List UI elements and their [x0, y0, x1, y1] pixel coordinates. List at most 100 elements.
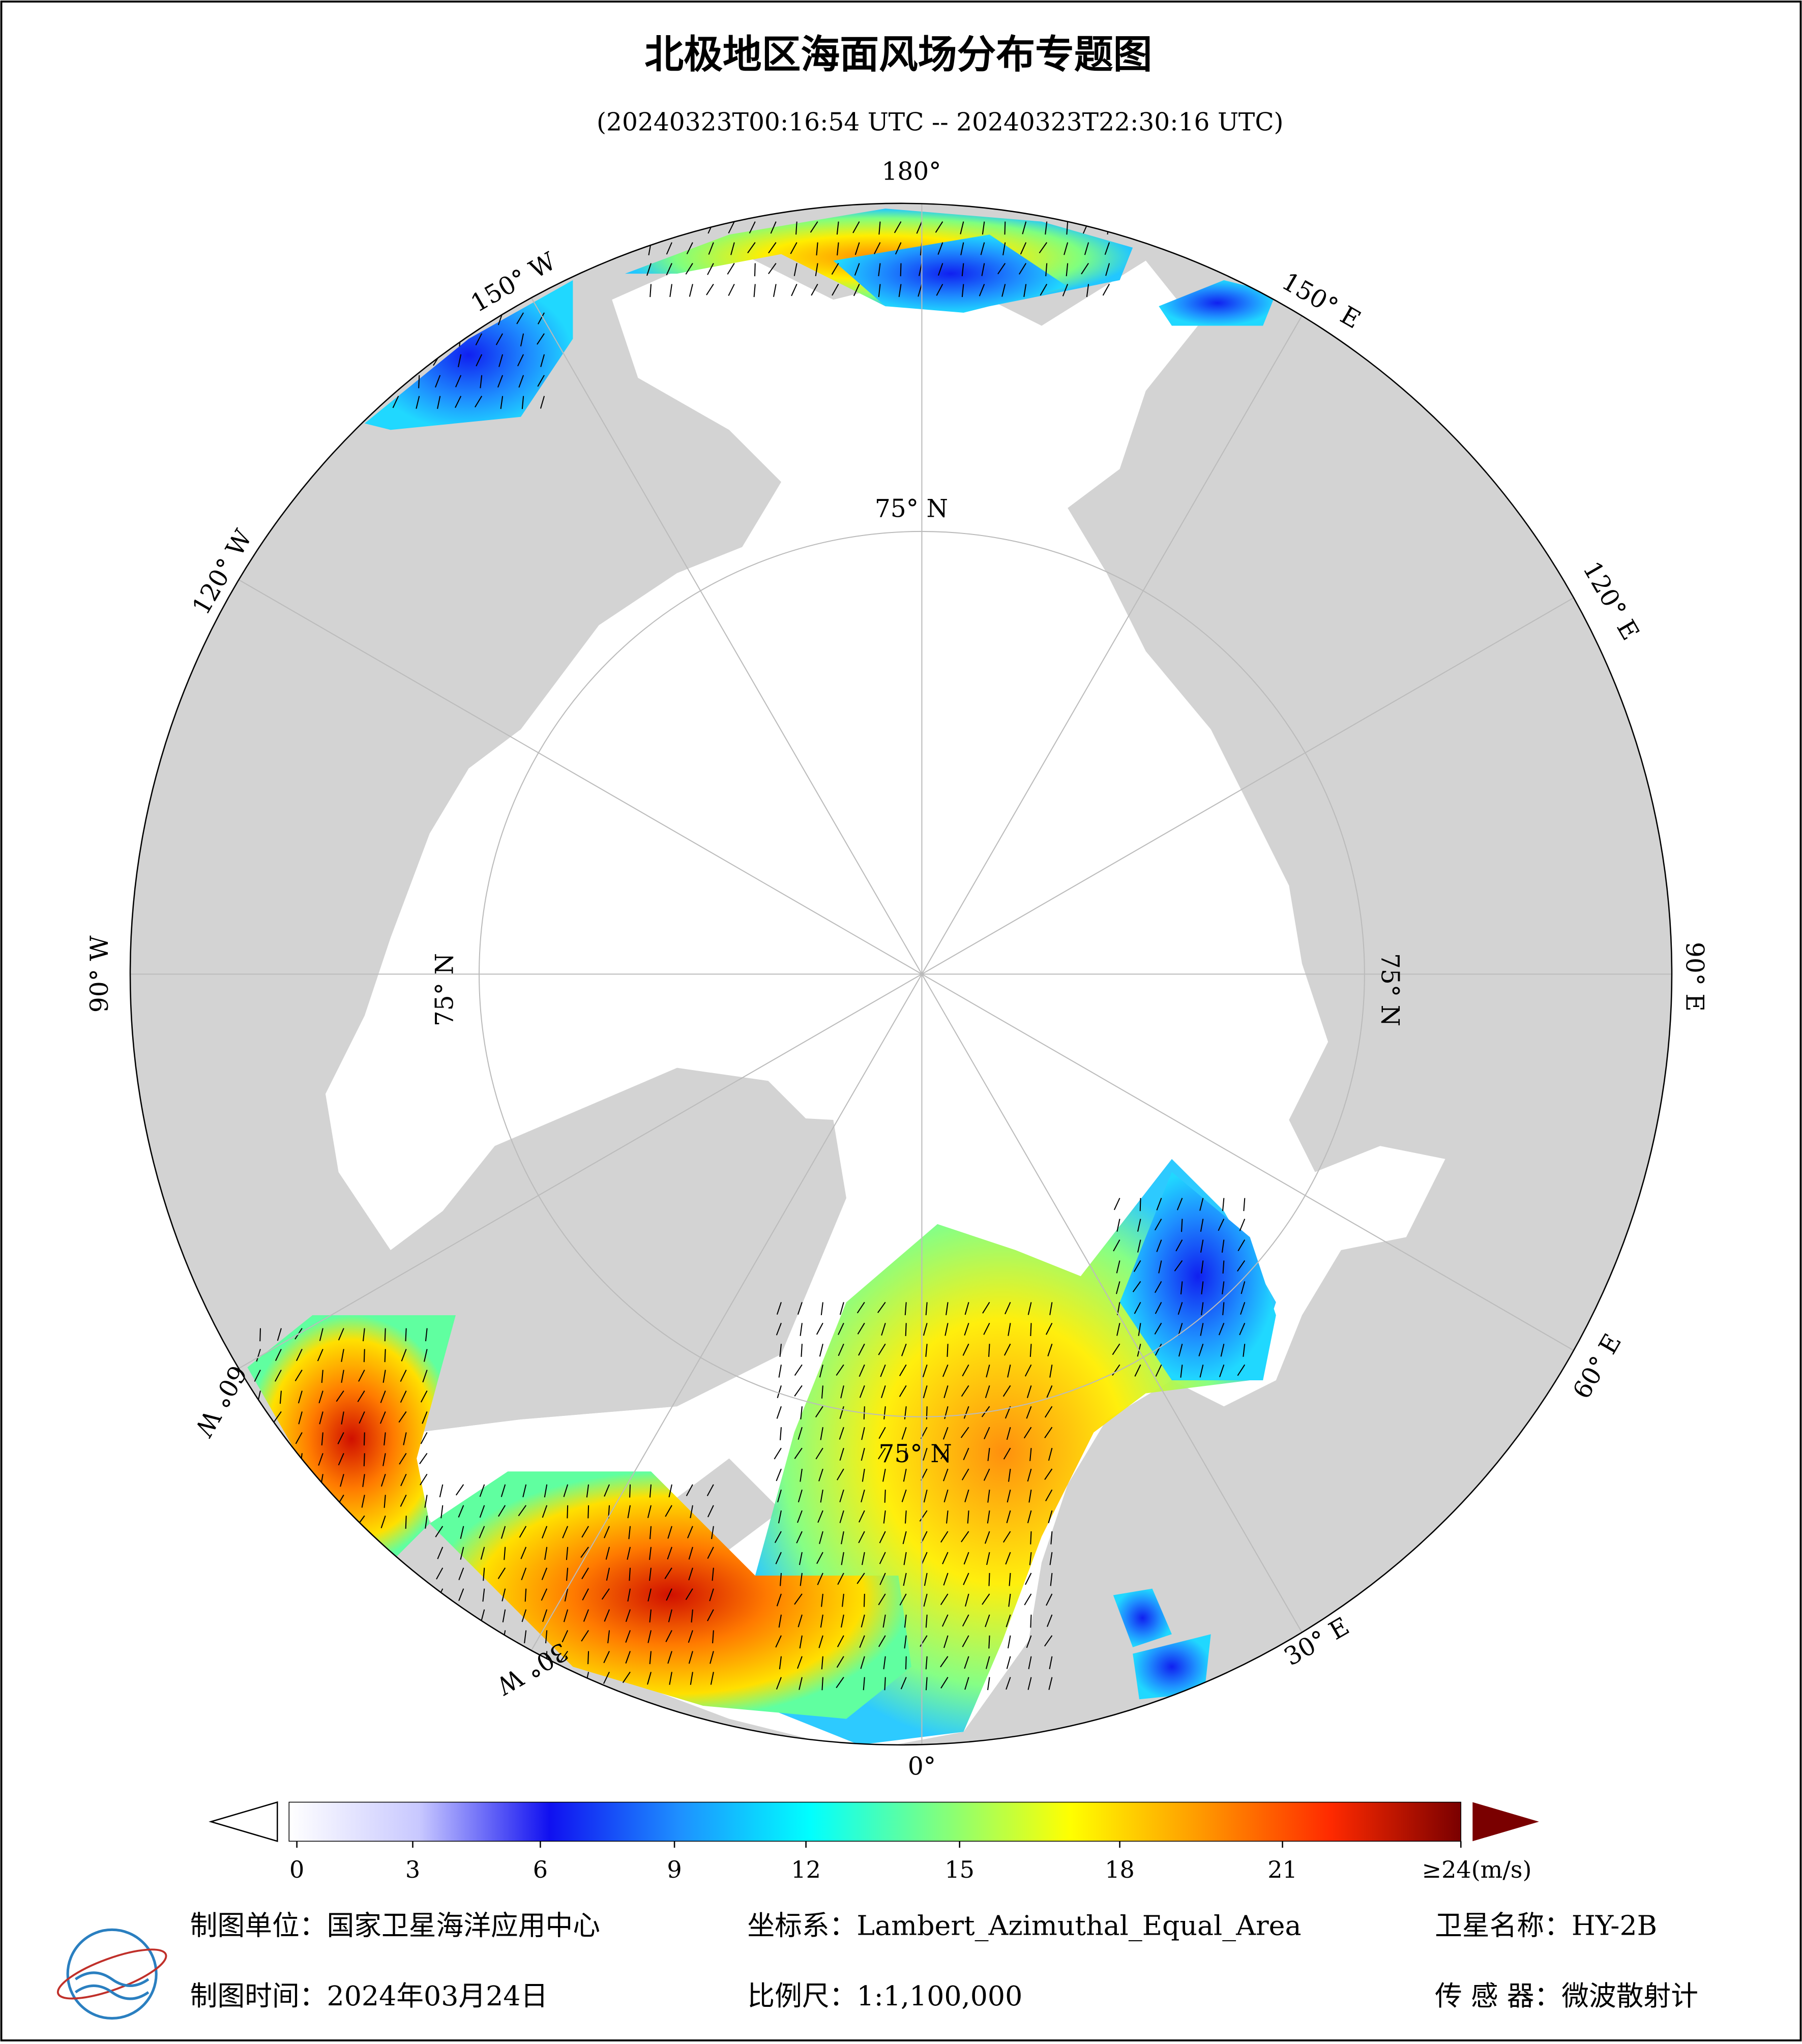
wind-arrow [796, 1510, 803, 1523]
wind-arrow [883, 1656, 886, 1670]
longitude-label: 90° W [85, 936, 114, 1013]
wind-arrow [1199, 1198, 1204, 1211]
wind-arrow [836, 1677, 844, 1688]
wind-arrow [776, 1593, 782, 1607]
wind-arrow [520, 1547, 527, 1559]
wind-arrow [1154, 1322, 1162, 1335]
wind-arrow [295, 1432, 303, 1444]
wind-arrow [563, 1609, 569, 1622]
wind-arrow [688, 1651, 693, 1664]
wind-arrow [964, 1593, 969, 1607]
wind-arrow [946, 1510, 949, 1524]
wind-arrow [294, 1370, 303, 1381]
wind-arrow [604, 1484, 610, 1497]
latitude-label: 75° N [431, 953, 459, 1026]
wind-arrow [1018, 263, 1027, 275]
wind-arrow [819, 1344, 823, 1357]
wind-arrow [984, 1427, 990, 1439]
wind-arrow [440, 1505, 444, 1519]
wind-arrow [861, 1489, 865, 1503]
wind-arrow [480, 1547, 485, 1560]
wind-arrow [839, 1510, 844, 1523]
wind-arrow [778, 1614, 782, 1628]
wind-arrow [1049, 1302, 1053, 1315]
wind-arrow [537, 333, 545, 345]
wind-arrow [1116, 1219, 1120, 1232]
wind-arrow [605, 1547, 610, 1560]
wind-arrow [963, 1573, 969, 1585]
wind-arrow [1027, 1510, 1032, 1524]
wind-arrow [774, 1531, 782, 1543]
wind-arrow [1177, 1302, 1183, 1315]
wind-arrow [1156, 1239, 1162, 1252]
wind-arrow [403, 1432, 407, 1445]
wind-arrow [400, 1370, 407, 1382]
wind-arrow [881, 1323, 886, 1336]
wind-arrow [925, 1302, 928, 1316]
wind-arrow [795, 221, 797, 235]
wind-arrow [455, 396, 462, 408]
wind-arrow [901, 1344, 907, 1356]
wind-arrow [382, 1370, 386, 1383]
wind-arrow [1023, 1427, 1032, 1439]
wind-arrow [940, 1677, 949, 1688]
wind-arrow [946, 1302, 949, 1315]
wind-arrow [780, 1573, 782, 1586]
wind-arrow [963, 1552, 969, 1565]
wind-arrow [816, 242, 818, 256]
wind-arrow [982, 1593, 990, 1605]
wind-arrow [797, 1614, 803, 1627]
wind-arrow [985, 1385, 990, 1398]
wind-arrow [423, 1349, 428, 1362]
wind-arrow [940, 1593, 949, 1605]
wind-arrow [580, 1547, 589, 1558]
wind-arrow [501, 1588, 506, 1602]
wind-arrow [816, 1552, 823, 1564]
wind-arrow [319, 1411, 323, 1425]
wind-arrow [937, 263, 943, 276]
map [130, 203, 1672, 1745]
wind-arrow [777, 1385, 782, 1399]
wind-arrow [601, 1588, 610, 1600]
wind-arrow [318, 1390, 323, 1404]
wind-arrow [960, 221, 964, 234]
wind-arrow [985, 1614, 990, 1627]
wind-arrow [586, 1484, 589, 1498]
wind-arrow [537, 312, 545, 324]
wind-arrow [1047, 1344, 1053, 1356]
wind-arrow [416, 396, 420, 409]
wind-arrow [839, 1302, 844, 1315]
wind-arrow [797, 1427, 803, 1440]
wind-arrow [903, 1468, 907, 1482]
wind-arrow [689, 284, 693, 297]
wind-arrow [1049, 1552, 1053, 1565]
wind-arrow [298, 1411, 303, 1425]
wind-arrow [1181, 1219, 1183, 1232]
wind-arrow [730, 242, 735, 255]
wind-arrow [384, 1328, 386, 1342]
wind-arrow [669, 284, 672, 298]
wind-arrow [707, 1505, 714, 1518]
wind-arrow [882, 1614, 886, 1628]
wind-arrow [564, 1588, 569, 1602]
wind-arrow [839, 1447, 844, 1461]
wind-arrow [1002, 242, 1006, 256]
wind-arrow [668, 1609, 672, 1622]
wind-arrow [1066, 221, 1069, 235]
wind-arrow [728, 221, 735, 234]
wind-arrow [1008, 1593, 1011, 1607]
wind-arrow [688, 1547, 693, 1560]
wind-arrow [712, 1630, 714, 1644]
wind-arrow [878, 221, 881, 235]
wind-arrow [419, 1453, 428, 1464]
wind-arrow [400, 1390, 407, 1403]
wind-arrow [837, 1573, 844, 1585]
wind-arrow [1137, 1219, 1141, 1232]
wind-arrow [566, 1567, 569, 1581]
wind-arrow [567, 1505, 569, 1519]
wind-arrow [880, 1385, 886, 1398]
wind-arrow [625, 1630, 631, 1643]
wind-arrow [629, 1567, 631, 1581]
wind-arrow [854, 263, 860, 276]
